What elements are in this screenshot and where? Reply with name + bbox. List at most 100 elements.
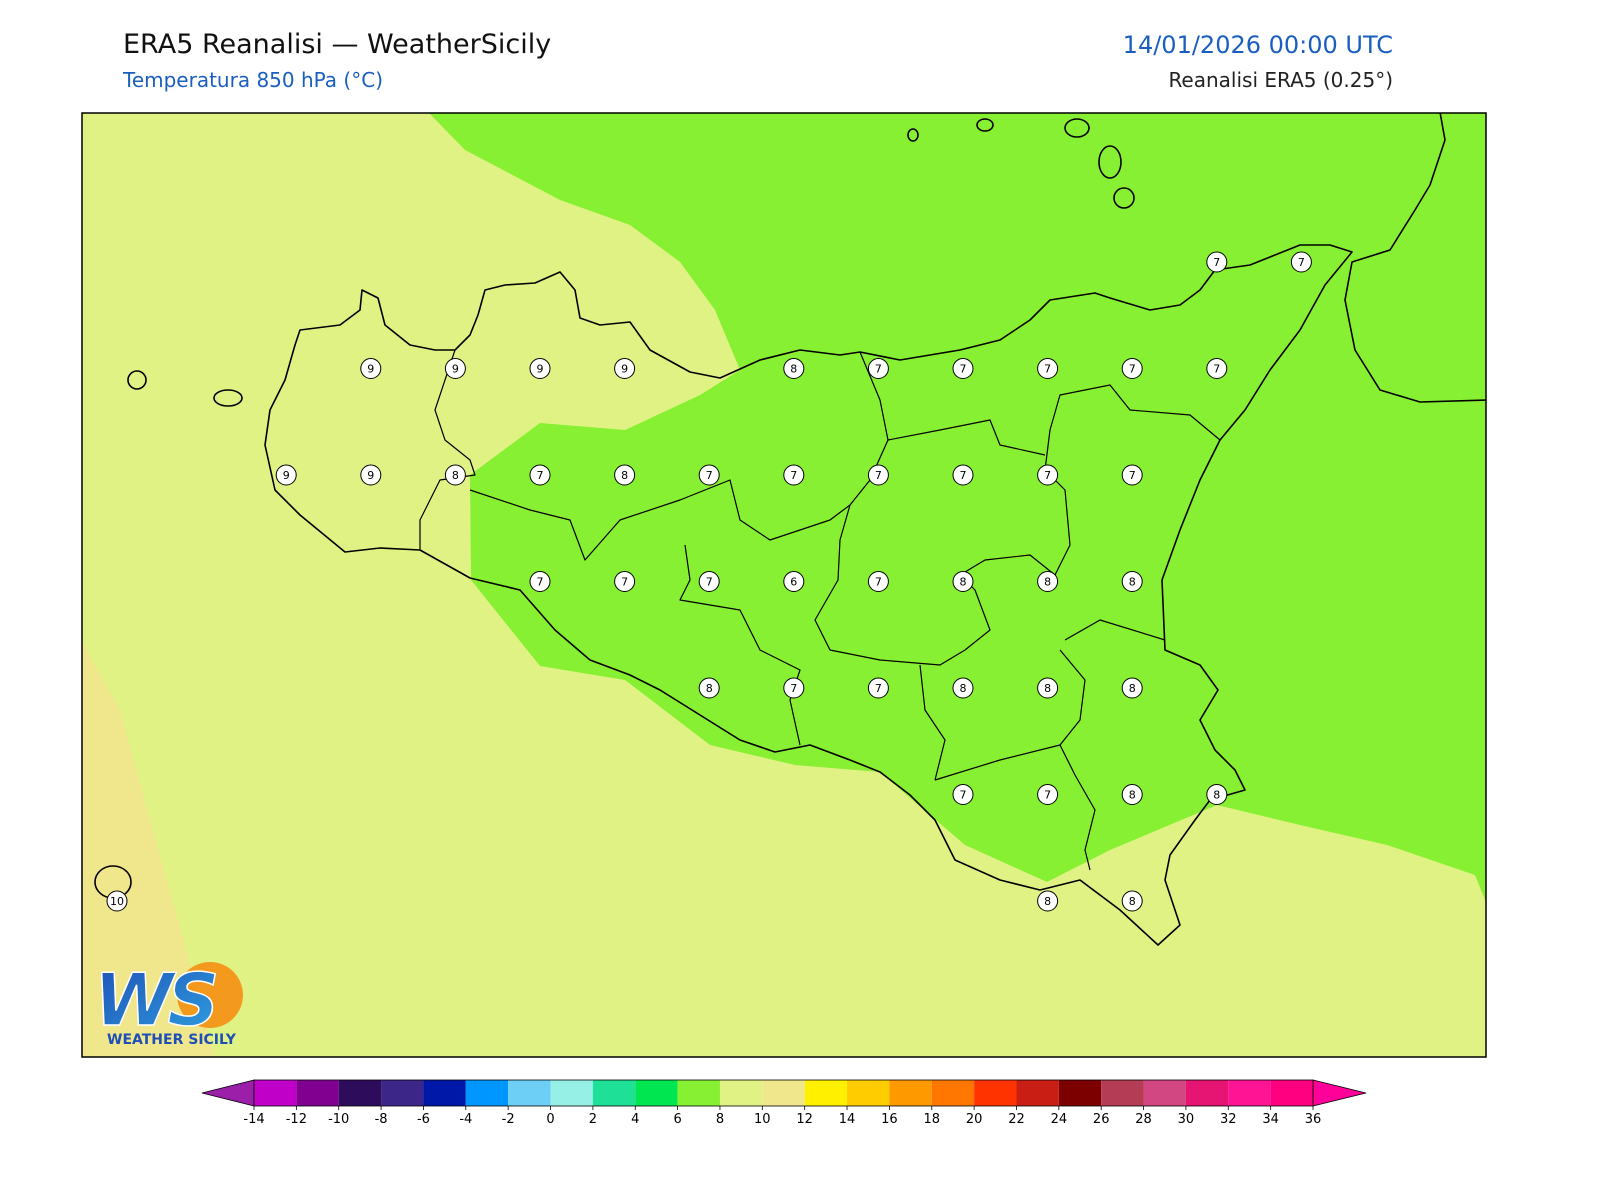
value-marker: [698, 464, 720, 486]
zone-6-8: [428, 113, 1486, 903]
colorbar-segment: [1016, 1080, 1059, 1106]
map: 7 7 9 9 9 9 8 7 7 7 7 7 9 9 8 7 8 7 7 7 7 7 7 7 7 7 6 7 8 8 8 8 7 7 8 8 8 7 7 8…: [82, 113, 1486, 1057]
colorbar-tick-label: 26: [1093, 1112, 1110, 1127]
colorbar-segment: [1058, 1080, 1102, 1106]
colorbar-segment: [423, 1080, 466, 1106]
value-marker: [952, 784, 974, 805]
colorbar-tick-label: -10: [328, 1112, 349, 1127]
colorbar-segment: [677, 1080, 720, 1106]
value-label: 8: [1044, 576, 1051, 589]
logo-caption: WEATHER SICILY: [107, 1032, 237, 1048]
colorbar-segment: [465, 1080, 509, 1106]
colorbar-tick-label: -14: [243, 1112, 264, 1127]
value-marker: [1037, 464, 1059, 486]
value-label: 7: [790, 682, 797, 695]
colorbar-segment: [381, 1080, 424, 1106]
province-boundary: [919, 664, 946, 781]
value-label: 7: [1044, 789, 1051, 802]
value-label: 7: [960, 363, 967, 376]
logo: WS WEATHER SICILY: [93, 957, 243, 1048]
value-marker: [1037, 677, 1059, 699]
value-marker: [360, 464, 382, 486]
province-boundary: [814, 351, 1221, 666]
value-marker: [867, 358, 889, 379]
value-label: 7: [1129, 363, 1136, 376]
coastline: [1344, 113, 1486, 403]
value-label: 7: [960, 469, 967, 482]
value-label: 7: [875, 576, 882, 589]
value-label: 7: [1044, 469, 1051, 482]
value-label: 9: [367, 469, 374, 482]
colorbar-segment: [1101, 1080, 1144, 1106]
colorbar-tick-label: 36: [1305, 1112, 1322, 1127]
value-label: 8: [1129, 682, 1136, 695]
value-label: 8: [1044, 682, 1051, 695]
colorbar-segment: [931, 1080, 975, 1106]
colorbar-segment: [762, 1080, 805, 1106]
value-label: 7: [875, 469, 882, 482]
colorbar-segment: [338, 1080, 382, 1106]
colorbar-segment: [254, 1080, 297, 1106]
colorbar-segment: [974, 1080, 1017, 1106]
colorbar-tick-label: 30: [1178, 1112, 1195, 1127]
colorbar-segment: [1270, 1080, 1313, 1106]
map-frame: [81, 112, 1487, 1058]
value-label: 7: [1129, 469, 1136, 482]
value-marker: [952, 677, 974, 699]
colorbar-tick-label: -2: [502, 1112, 515, 1127]
colorbar: -14 -12 -10 -8 -6 -4 -2 0 2 4 6 8 10 12 14 16 18 20 22 24 26…: [201, 1079, 1367, 1127]
value-label: 8: [960, 576, 967, 589]
value-label: 8: [1044, 895, 1051, 908]
colorbar-tick-label: 22: [1008, 1112, 1025, 1127]
colorbar-tick-label: -8: [375, 1112, 388, 1127]
province-boundary: [1059, 649, 1096, 871]
colorbar-segment: [592, 1080, 636, 1106]
value-label: 7: [790, 469, 797, 482]
province-boundary: [419, 349, 476, 550]
value-marker: [783, 358, 805, 379]
colorbar-tick-label: -12: [286, 1112, 307, 1127]
colorbar-tick-label: 18: [923, 1112, 940, 1127]
logo-sun: [177, 962, 243, 1028]
colorbar-tick-label: 28: [1135, 1112, 1152, 1127]
value-marker: [1121, 358, 1143, 379]
value-label: 7: [706, 469, 713, 482]
island: [213, 389, 243, 407]
value-marker: [529, 464, 551, 486]
colorbar-tick-label: 2: [589, 1112, 597, 1127]
value-label: 7: [1213, 256, 1220, 269]
value-label: 8: [1213, 789, 1220, 802]
value-label: 8: [960, 682, 967, 695]
colorbar-segment: [1228, 1080, 1271, 1106]
value-marker: [1037, 358, 1059, 379]
value-marker: [1121, 464, 1143, 486]
province-boundary: [1064, 619, 1166, 641]
value-label: 7: [706, 576, 713, 589]
colorbar-tick-label: 8: [716, 1112, 724, 1127]
value-label: 8: [790, 363, 797, 376]
value-marker: [783, 571, 805, 592]
value-label: 7: [537, 576, 544, 589]
value-marker: [1206, 358, 1228, 379]
value-marker: [106, 890, 128, 912]
value-marker: [1037, 784, 1059, 805]
datetime: 14/01/2026 00:00 UTC: [1123, 31, 1393, 59]
colorbar-tick-label: 10: [754, 1112, 771, 1127]
colorbar-tick-label: 32: [1220, 1112, 1237, 1127]
value-marker: [952, 358, 974, 379]
value-label: 7: [1213, 363, 1220, 376]
value-label: 8: [1129, 576, 1136, 589]
value-marker: [867, 571, 889, 592]
colorbar-segment: [889, 1080, 932, 1106]
colorbar-tick-label: 6: [673, 1112, 681, 1127]
value-marker: [1121, 571, 1143, 592]
colorbar-segment: [847, 1080, 890, 1106]
colorbar-extend-low: [201, 1079, 255, 1107]
value-marker: [1037, 890, 1059, 912]
value-marker: [783, 464, 805, 486]
colorbar-segment: [1143, 1080, 1186, 1106]
colorbar-segment: [635, 1080, 678, 1106]
value-marker: [783, 677, 805, 699]
value-label: 8: [1129, 895, 1136, 908]
